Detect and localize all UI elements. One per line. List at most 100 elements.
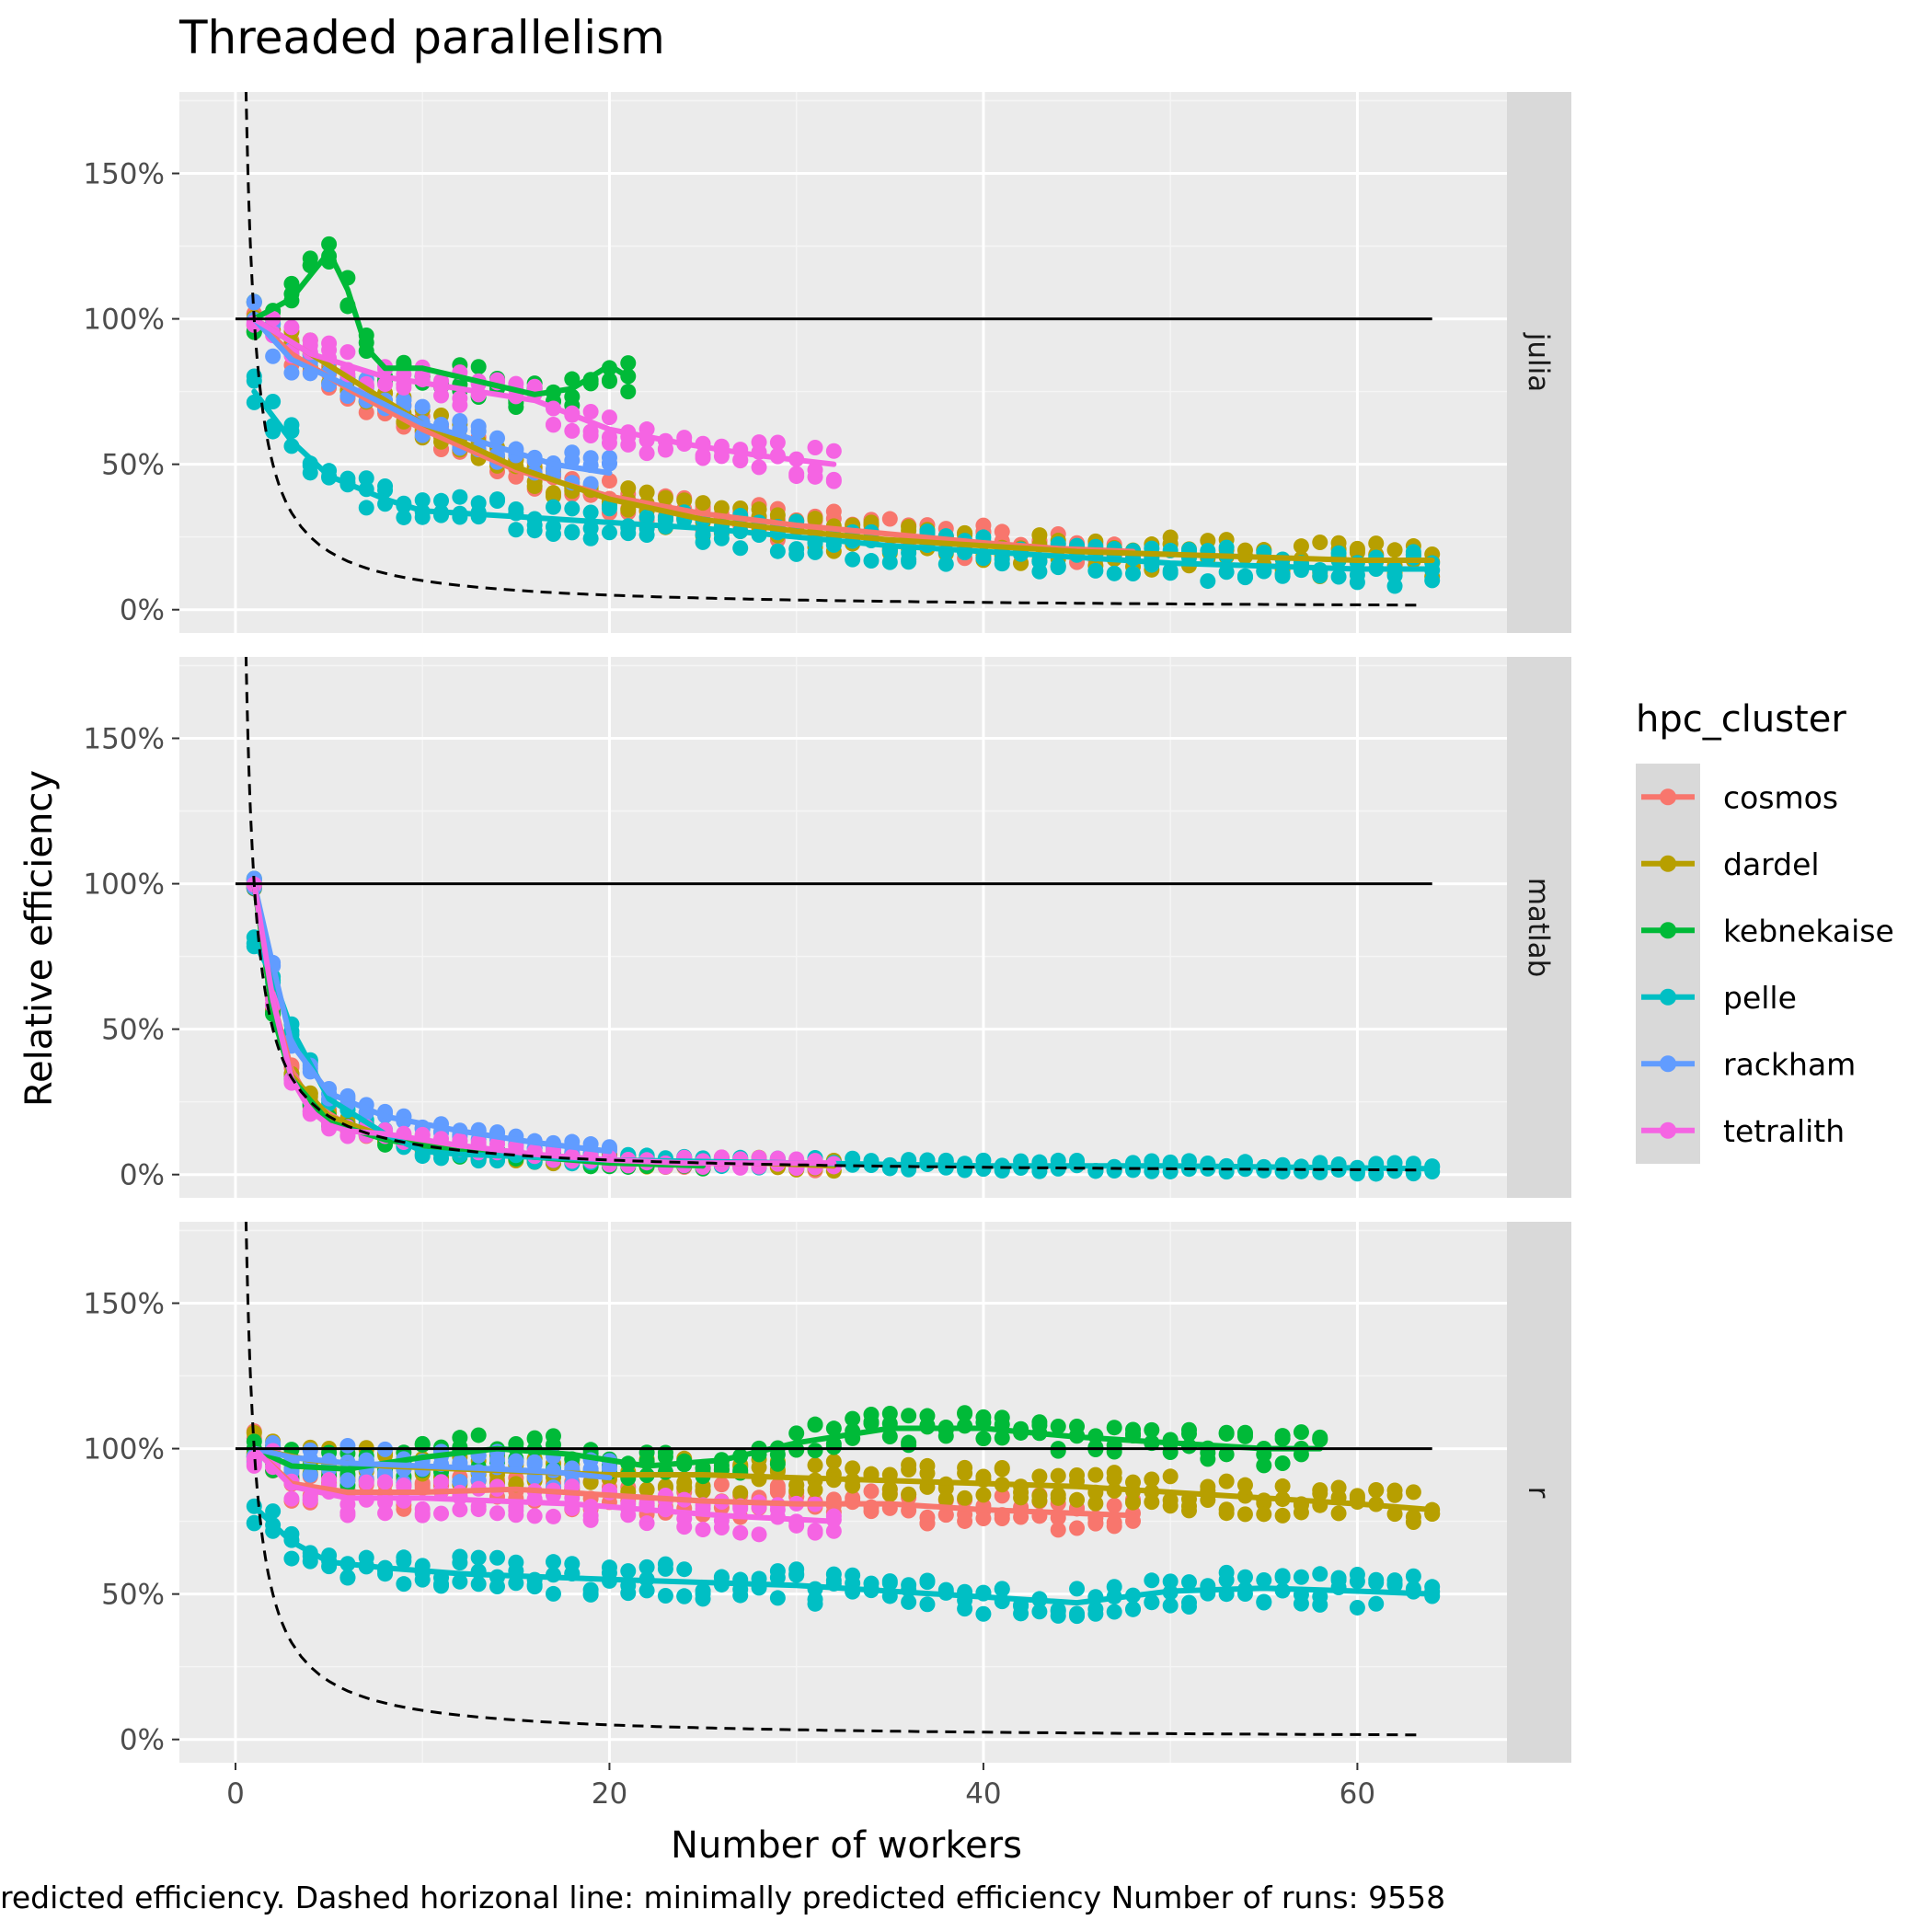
- data-point-pelle: [994, 556, 1010, 572]
- data-point-tetralith: [825, 443, 842, 459]
- data-point-kebnekaise: [1218, 1425, 1235, 1442]
- data-point-pelle: [582, 520, 599, 536]
- legend-item-cosmos: cosmos: [1636, 764, 1838, 831]
- data-point-cosmos: [769, 1478, 786, 1494]
- data-point-tetralith: [489, 1505, 506, 1522]
- data-point-dardel: [807, 1457, 823, 1474]
- data-point-dardel: [1330, 1479, 1347, 1496]
- data-point-dardel: [1144, 1471, 1160, 1488]
- data-point-dardel: [1031, 1468, 1048, 1485]
- data-point-cosmos: [1050, 1522, 1066, 1538]
- data-point-cosmos: [1069, 1520, 1086, 1536]
- data-point-dardel: [1368, 535, 1385, 552]
- data-point-tetralith: [414, 1505, 431, 1522]
- data-point-dardel: [957, 1465, 973, 1481]
- data-point-dardel: [1293, 538, 1309, 555]
- data-point-cosmos: [919, 1509, 936, 1525]
- data-point-pelle: [901, 1593, 917, 1610]
- y-tick-label: 150%: [83, 158, 165, 191]
- data-point-pelle: [302, 1553, 318, 1570]
- data-point-kebnekaise: [825, 1420, 842, 1437]
- data-point-tetralith: [545, 1508, 561, 1524]
- data-point-kebnekaise: [1106, 1420, 1122, 1436]
- data-point-pelle: [545, 1585, 561, 1602]
- data-point-kebnekaise: [620, 384, 637, 400]
- data-point-pelle: [1180, 1594, 1197, 1611]
- data-point-pelle: [508, 1575, 524, 1592]
- data-point-tetralith: [321, 335, 338, 351]
- data-point-pelle: [695, 1591, 711, 1607]
- data-point-pelle: [1293, 1569, 1309, 1585]
- data-point-rackham: [339, 1472, 356, 1489]
- legend-item-dardel: dardel: [1636, 830, 1820, 897]
- data-point-dardel: [676, 1475, 693, 1491]
- facet-strip-label: matlab: [1522, 878, 1555, 978]
- data-point-dardel: [1013, 1484, 1029, 1501]
- data-point-kebnekaise: [994, 1409, 1010, 1426]
- data-point-pelle: [1087, 562, 1104, 579]
- data-point-dardel: [1312, 534, 1328, 550]
- data-point-kebnekaise: [1293, 1424, 1309, 1441]
- data-point-tetralith: [825, 1523, 842, 1539]
- facet-strip: [1507, 92, 1571, 633]
- legend-key-point: [1660, 788, 1676, 806]
- data-point-cosmos: [957, 1512, 973, 1529]
- y-tick-label: 0%: [120, 594, 165, 627]
- panel-r: 0% 50% 100% 150% r: [83, 1222, 1571, 1763]
- data-point-kebnekaise: [1180, 1425, 1197, 1442]
- data-point-pelle: [638, 1558, 655, 1575]
- data-point-pelle: [358, 500, 374, 516]
- facet-strip: [1507, 1222, 1571, 1763]
- data-point-kebnekaise: [1256, 1457, 1272, 1474]
- data-point-pelle: [1050, 559, 1066, 576]
- trend-line-pelle: [251, 938, 1435, 1172]
- data-point-kebnekaise: [1274, 1431, 1291, 1447]
- data-point-pelle: [1144, 1572, 1160, 1589]
- data-point-tetralith: [452, 1501, 468, 1518]
- data-point-pelle: [1013, 1605, 1029, 1622]
- data-point-rackham: [470, 423, 487, 440]
- data-point-pelle: [919, 1596, 936, 1613]
- data-point-kebnekaise: [845, 1410, 861, 1427]
- data-point-dardel: [657, 489, 673, 506]
- trend-line-rackham: [251, 1445, 613, 1481]
- data-point-tetralith: [638, 445, 655, 462]
- chart-title: Threaded parallelism: [178, 11, 665, 64]
- data-point-cosmos: [994, 1510, 1010, 1526]
- data-point-cosmos: [863, 1503, 880, 1520]
- data-point-pelle: [339, 1569, 356, 1585]
- data-point-pelle: [1330, 1572, 1347, 1589]
- trend-line-rackham: [251, 316, 613, 477]
- data-point-pelle: [564, 500, 581, 517]
- data-point-tetralith: [339, 344, 356, 361]
- data-point-pelle: [845, 551, 861, 568]
- data-point-cosmos: [994, 523, 1010, 540]
- data-point-pelle: [1368, 1595, 1385, 1612]
- data-point-kebnekaise: [414, 1436, 431, 1453]
- data-point-tetralith: [751, 1526, 767, 1543]
- data-point-pelle: [396, 1553, 412, 1570]
- data-point-rackham: [283, 364, 300, 381]
- legend-label: rackham: [1723, 1046, 1856, 1082]
- legend-label: tetralith: [1723, 1113, 1845, 1149]
- data-point-pelle: [937, 556, 954, 572]
- data-point-kebnekaise: [1144, 1421, 1160, 1438]
- data-point-cosmos: [1087, 1515, 1104, 1532]
- data-point-dardel: [713, 500, 730, 516]
- legend-item-tetralith: tetralith: [1636, 1097, 1845, 1164]
- data-point-kebnekaise: [1236, 1428, 1253, 1444]
- data-point-dardel: [1312, 1482, 1328, 1499]
- legend-key-point: [1660, 1055, 1676, 1073]
- data-point-dardel: [1386, 1487, 1403, 1503]
- data-point-pelle: [452, 1548, 468, 1565]
- data-point-tetralith: [713, 1520, 730, 1536]
- data-point-tetralith: [676, 1519, 693, 1535]
- data-point-pelle: [1218, 1564, 1235, 1581]
- data-point-pelle: [414, 492, 431, 509]
- y-tick-label: 50%: [101, 1014, 165, 1047]
- legend-title: hpc_cluster: [1636, 698, 1846, 741]
- data-point-pelle: [1330, 569, 1347, 585]
- data-point-dardel: [1162, 1492, 1179, 1509]
- data-point-tetralith: [321, 1472, 338, 1489]
- data-point-dardel: [1218, 1473, 1235, 1489]
